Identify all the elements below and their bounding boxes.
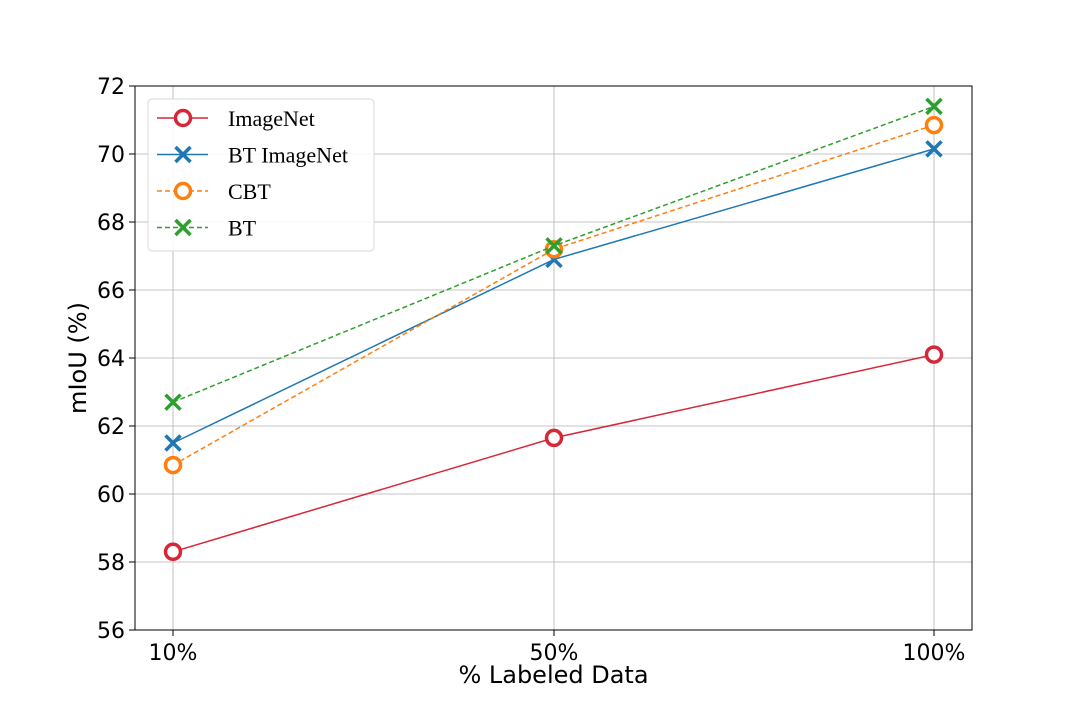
legend-marker	[174, 145, 192, 164]
legend-label: CBT	[228, 179, 271, 204]
legend-item-imagenet: ImageNet	[157, 106, 315, 131]
legend-label: BT	[228, 216, 257, 241]
legend-box	[147, 98, 375, 252]
data-point-imagenet	[544, 428, 564, 448]
data-point-bt	[545, 237, 563, 255]
y-tick-label: 56	[97, 619, 125, 644]
legend-item-bt-imagenet: BT ImageNet	[157, 143, 348, 168]
y-axis-ticks: 56 58 60 62 64 66 68 70 72	[97, 75, 135, 644]
data-point-bt-imagenet	[925, 140, 943, 158]
data-point-bt-imagenet	[164, 434, 182, 452]
y-axis-label: mIoU (%)	[64, 302, 92, 414]
data-point-bt	[164, 393, 182, 411]
y-tick-label: 72	[97, 75, 125, 100]
legend-marker	[173, 181, 193, 201]
y-tick-label: 58	[97, 551, 125, 576]
data-point-imagenet	[924, 345, 944, 364]
legend-label: BT ImageNet	[228, 143, 348, 168]
legend-label: ImageNet	[228, 106, 315, 131]
data-point-bt	[925, 97, 943, 116]
legend-item-cbt: CBT	[157, 179, 271, 204]
y-tick-label: 68	[97, 211, 125, 236]
legend: ImageNet BT ImageNet CBT BT	[147, 98, 375, 252]
x-tick-label: 10%	[149, 641, 198, 666]
x-tick-label: 50%	[530, 641, 579, 666]
series-layer	[163, 97, 944, 562]
y-tick-label: 62	[97, 415, 125, 440]
data-point-cbt	[924, 115, 944, 135]
series-imagenet	[163, 345, 944, 562]
series-line-imagenet	[172, 353, 935, 553]
y-tick-label: 64	[97, 347, 125, 372]
y-tick-label: 70	[97, 143, 125, 168]
data-point-imagenet	[163, 542, 183, 562]
x-axis-ticks: 10% 50% 100%	[149, 630, 966, 666]
series-line-cbt	[172, 124, 935, 466]
legend-item-bt: BT	[157, 216, 257, 241]
series-cbt	[163, 115, 944, 475]
x-tick-label: 100%	[903, 641, 966, 666]
data-point-cbt	[163, 455, 183, 475]
series-bt	[164, 97, 943, 411]
legend-marker	[173, 108, 193, 128]
y-tick-label: 66	[97, 279, 125, 304]
y-tick-label: 60	[97, 483, 125, 508]
x-axis-label: % Labeled Data	[458, 661, 648, 689]
legend-marker	[174, 218, 192, 237]
